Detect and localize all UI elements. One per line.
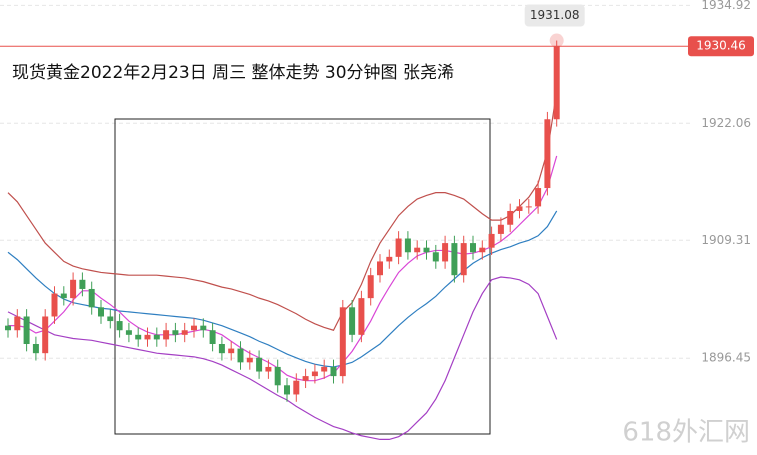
- candle-body: [181, 330, 188, 335]
- candle-body: [302, 376, 309, 381]
- candle-body: [479, 247, 486, 253]
- candle-body: [507, 210, 514, 225]
- candle-body: [135, 334, 142, 340]
- y-tick-label: 1934.92: [701, 0, 751, 12]
- candle-body: [414, 247, 421, 253]
- candle-body: [60, 293, 67, 299]
- candle-body: [88, 288, 95, 308]
- last-price-box: [688, 36, 754, 57]
- candle-body: [386, 256, 393, 262]
- candle-body: [284, 385, 290, 395]
- candle-body: [442, 243, 449, 262]
- high-box: [524, 4, 585, 27]
- candle-body: [256, 357, 263, 372]
- candle-body: [5, 325, 11, 331]
- candle-body: [98, 307, 104, 317]
- candle-body: [70, 279, 77, 299]
- candle-body: [451, 243, 458, 276]
- high-label: 1931.08: [530, 8, 580, 22]
- candle-body: [460, 243, 467, 276]
- candle-body: [358, 298, 365, 335]
- indicator-line: [7, 91, 558, 331]
- candle-body: [116, 321, 123, 331]
- y-tick-label: 1896.45: [701, 351, 751, 365]
- candle-body: [339, 307, 346, 377]
- indicator-line: [7, 276, 558, 441]
- candle-body: [144, 334, 151, 340]
- candle-body: [321, 366, 328, 372]
- candle-body: [32, 344, 39, 354]
- watermark: 618外汇网: [622, 418, 750, 448]
- candle-body: [200, 325, 207, 331]
- candle-body: [51, 293, 58, 317]
- candle-body: [330, 366, 337, 377]
- candle-body: [274, 366, 281, 386]
- candle-body: [535, 188, 542, 207]
- candle-body: [246, 357, 253, 363]
- candle-body: [14, 316, 21, 331]
- candle-body: [404, 238, 411, 253]
- candle-body: [265, 366, 272, 372]
- candle-body: [311, 371, 318, 377]
- y-tick-label: 1922.06: [701, 116, 751, 130]
- candle-body: [423, 247, 430, 253]
- candle-body: [209, 330, 216, 345]
- candle-body: [163, 330, 170, 340]
- candle-body: [349, 307, 356, 335]
- y-tick-label: 1909.31: [701, 233, 751, 247]
- candle-body: [367, 275, 374, 299]
- candle-body: [191, 325, 197, 331]
- candle-body: [488, 233, 495, 248]
- candle-body: [395, 238, 402, 257]
- candle-body: [79, 279, 86, 289]
- candle-body: [432, 252, 439, 262]
- candle-body: [525, 206, 532, 208]
- candle-body: [293, 380, 300, 395]
- candle-body: [42, 316, 49, 354]
- last-price-label: 1930.46: [696, 39, 746, 53]
- candle-body: [153, 334, 160, 340]
- candle-body: [218, 344, 225, 354]
- candle-body: [553, 46, 560, 120]
- candle-body: [470, 243, 476, 253]
- candle-body: [516, 206, 523, 211]
- annotation-box: [114, 118, 491, 435]
- candle-body: [23, 316, 30, 345]
- candle-body: [125, 330, 132, 335]
- candle-body: [228, 348, 235, 354]
- high-glow: [549, 33, 564, 48]
- candle-body: [497, 224, 504, 234]
- candle-body: [377, 261, 383, 276]
- candle-body: [172, 330, 179, 335]
- chart-title: 现货黄金2022年2月23日 周三 整体走势 30分钟图 张尧浠: [12, 63, 454, 83]
- candle-body: [107, 316, 114, 322]
- candle-body: [544, 119, 551, 189]
- candle-body: [237, 348, 244, 363]
